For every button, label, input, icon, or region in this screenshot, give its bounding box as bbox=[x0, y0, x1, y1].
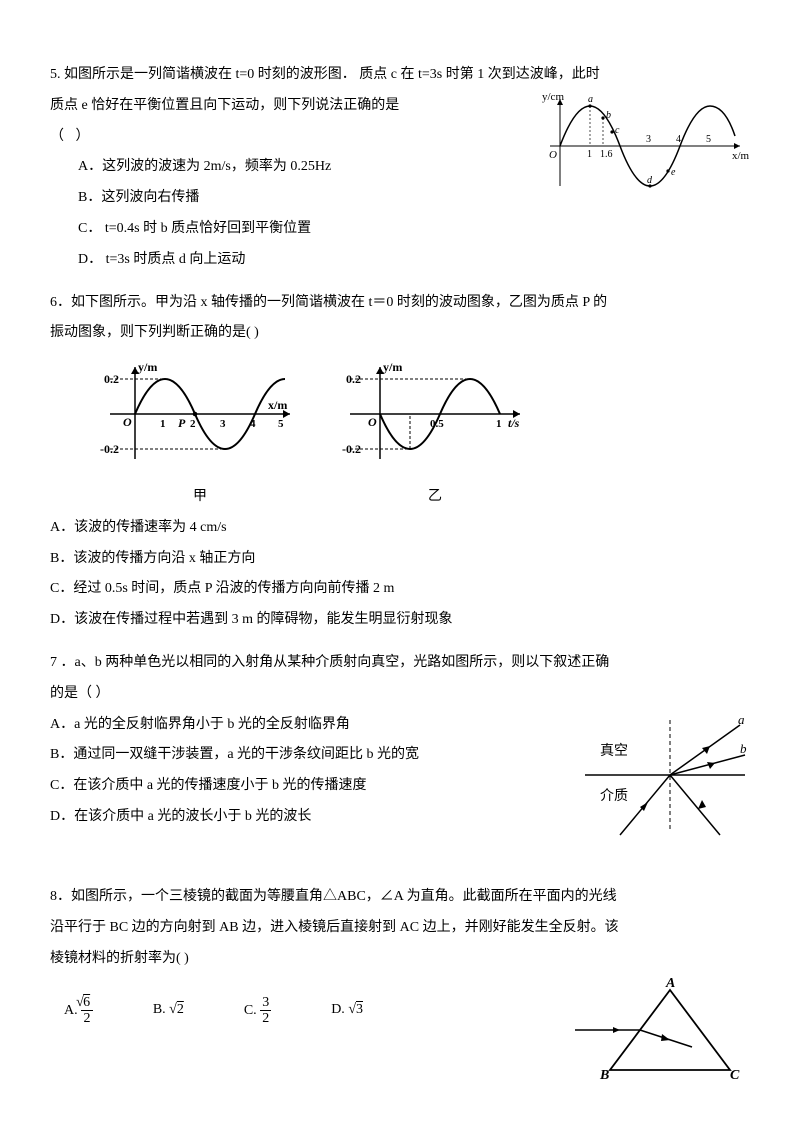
q6-figure-yi: y/m t/s O 0.2 -0.2 0.5 1 乙 bbox=[340, 359, 530, 513]
question-5: 5. 如图所示是一列简谐横波在 t=0 时刻的波形图． 质点 c 在 t=3s … bbox=[50, 60, 750, 276]
svg-text:5: 5 bbox=[278, 418, 284, 430]
q7-stem-line2: 的是（ ） bbox=[50, 679, 750, 710]
svg-text:P: P bbox=[178, 416, 186, 430]
q8-prism-figure: A B C bbox=[570, 975, 750, 1085]
svg-text:4: 4 bbox=[250, 418, 256, 430]
svg-text:C: C bbox=[730, 1068, 740, 1083]
svg-text:x/m: x/m bbox=[268, 398, 287, 412]
svg-text:1: 1 bbox=[587, 149, 592, 160]
svg-text:d: d bbox=[647, 175, 653, 186]
q5-ylabel: y/cm bbox=[542, 91, 564, 103]
question-7: 7 ．a、b 两种单色光以相同的入射角从某种介质射向真空，光路如图所示，则以下叙… bbox=[50, 648, 750, 840]
q7-refraction-figure: a b 真空 介质 bbox=[580, 710, 750, 840]
svg-text:O: O bbox=[123, 415, 132, 429]
q8-stem-line2: 沿平行于 BC 边的方向射到 AB 边，进入棱镜后直接射到 AC 边上，并刚好能… bbox=[50, 913, 750, 944]
q6-stem-line2: 振动图象，则下列判断正确的是( ) bbox=[50, 318, 750, 349]
q5-stem-line2: 质点 e 恰好在平衡位置且向下运动，则下列说法正确的是 bbox=[50, 98, 399, 113]
svg-text:0.2: 0.2 bbox=[346, 372, 361, 386]
svg-text:O: O bbox=[368, 415, 377, 429]
svg-text:e: e bbox=[671, 167, 676, 178]
q8-stem-line1: 8．如图所示，一个三棱镜的截面为等腰直角△ABC，∠A 为直角。此截面所在平面内… bbox=[50, 882, 750, 913]
svg-text:3: 3 bbox=[220, 418, 226, 430]
question-8: 8．如图所示，一个三棱镜的截面为等腰直角△ABC，∠A 为直角。此截面所在平面内… bbox=[50, 882, 750, 1084]
svg-text:B: B bbox=[599, 1068, 609, 1083]
q8-opt-b[interactable]: B. √2 bbox=[153, 995, 184, 1027]
svg-text:1: 1 bbox=[496, 418, 502, 430]
svg-text:t/s: t/s bbox=[508, 416, 520, 430]
q7-stem-line1: 7 ．a、b 两种单色光以相同的入射角从某种介质射向真空，光路如图所示，则以下叙… bbox=[50, 648, 750, 679]
q6-caption-jia: 甲 bbox=[100, 482, 300, 513]
svg-text:a: a bbox=[738, 712, 745, 727]
svg-text:2: 2 bbox=[190, 418, 196, 430]
svg-text:3: 3 bbox=[646, 134, 651, 145]
q5-opt-c[interactable]: C． t=0.4s 时 b 质点恰好回到平衡位置 bbox=[78, 214, 750, 245]
svg-text:0.5: 0.5 bbox=[430, 418, 444, 430]
q6-options: A．该波的传播速率为 4 cm/s B．该波的传播方向沿 x 轴正方向 C．经过… bbox=[50, 513, 750, 636]
svg-text:y/m: y/m bbox=[383, 360, 402, 374]
svg-text:5: 5 bbox=[706, 134, 711, 145]
svg-text:A: A bbox=[665, 976, 675, 991]
svg-text:a: a bbox=[588, 94, 593, 105]
q5-stem-line1: 5. 如图所示是一列简谐横波在 t=0 时刻的波形图． 质点 c 在 t=3s … bbox=[50, 60, 750, 91]
q8-stem-line3: 棱镜材料的折射率为( ) bbox=[50, 944, 750, 975]
svg-text:y/m: y/m bbox=[138, 360, 157, 374]
q8-options: A. 6√ 2 B. √2 C. 32 D. √3 bbox=[64, 995, 560, 1027]
q8-opt-d[interactable]: D. √3 bbox=[331, 995, 363, 1027]
svg-text:b: b bbox=[740, 741, 747, 756]
svg-text:4: 4 bbox=[676, 134, 681, 145]
svg-text:1.6: 1.6 bbox=[600, 149, 613, 160]
q6-caption-yi: 乙 bbox=[340, 482, 530, 513]
svg-text:c: c bbox=[615, 125, 620, 136]
q6-stem-line1: 6．如下图所示。甲为沿 x 轴传播的一列简谐横波在 t＝0 时刻的波动图象，乙图… bbox=[50, 288, 750, 319]
q5-opt-d[interactable]: D． t=3s 时质点 d 向上运动 bbox=[78, 245, 750, 276]
q6-opt-d[interactable]: D．该波在传播过程中若遇到 3 m 的障碍物，能发生明显衍射现象 bbox=[50, 605, 750, 636]
q6-opt-b[interactable]: B．该波的传播方向沿 x 轴正方向 bbox=[50, 544, 750, 575]
svg-text:O: O bbox=[549, 149, 557, 161]
svg-text:b: b bbox=[606, 110, 611, 121]
question-6: 6．如下图所示。甲为沿 x 轴传播的一列简谐横波在 t＝0 时刻的波动图象，乙图… bbox=[50, 288, 750, 636]
q6-opt-c[interactable]: C．经过 0.5s 时间，质点 P 沿波的传播方向向前传播 2 m bbox=[50, 574, 750, 605]
q6-figure-jia: y/m x/m O 0.2 -0.2 1 2 3 4 5 P 甲 bbox=[100, 359, 300, 513]
svg-text:真空: 真空 bbox=[600, 743, 628, 759]
q8-opt-c[interactable]: C. 32 bbox=[244, 995, 271, 1027]
q5-wave-figure: y/cm x/m O 1 1.6 3 4 5 a b c d e bbox=[540, 91, 750, 191]
q6-opt-a[interactable]: A．该波的传播速率为 4 cm/s bbox=[50, 513, 750, 544]
q8-opt-a[interactable]: A. 6√ 2 bbox=[64, 995, 93, 1027]
svg-text:介质: 介质 bbox=[600, 788, 628, 804]
q5-xlabel: x/m bbox=[732, 150, 750, 162]
svg-text:1: 1 bbox=[160, 418, 166, 430]
